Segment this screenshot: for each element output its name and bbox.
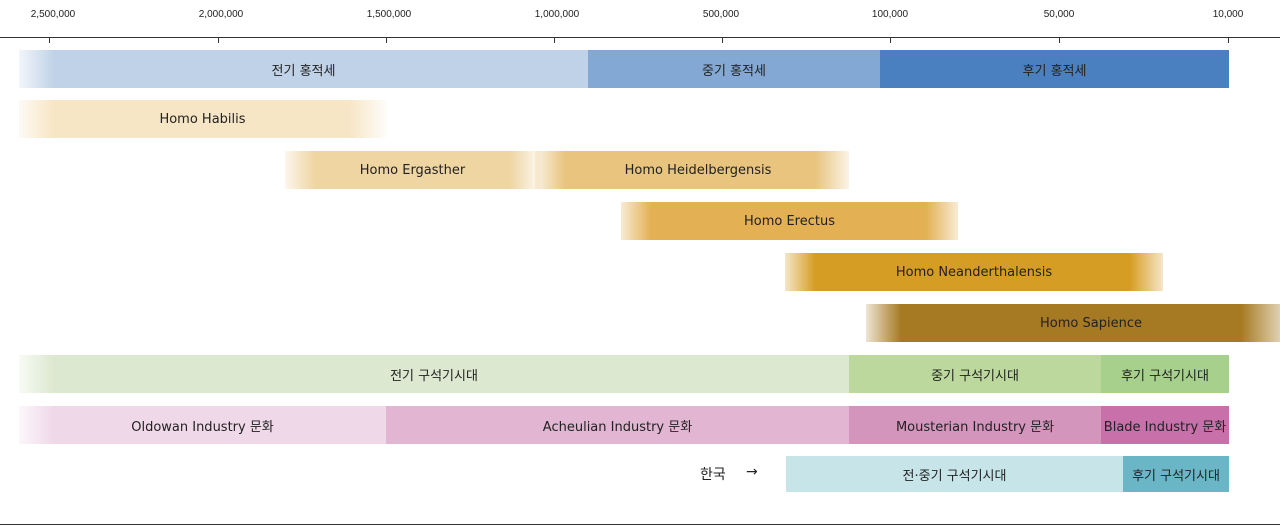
axis-tick (386, 37, 387, 43)
axis-tick-label: 2,000,000 (198, 9, 244, 20)
species-bar-sapience: Homo Sapience (866, 304, 1280, 342)
species-bar-habilis: Homo Habilis (19, 100, 386, 138)
epoch-late-pleistocene: 후기 홍적세 (880, 50, 1229, 88)
axis-tick (218, 37, 219, 43)
axis-tick-label: 500,000 (702, 9, 740, 20)
paleolithic-upper: 후기 구석기시대 (1101, 355, 1229, 393)
paleolithic-middle: 중기 구석기시대 (849, 355, 1101, 393)
species-label-erectus: Homo Erectus (743, 213, 835, 229)
korea-early-middle-label: 전·중기 구석기시대 (902, 468, 1007, 484)
species-bar-ergaster: Homo Ergasther (285, 151, 540, 189)
axis-tick (554, 37, 555, 43)
axis-tick-label: 50,000 (1043, 9, 1075, 20)
bottom-border (0, 524, 1280, 525)
paleolithic-lower: 전기 구석기시대 (19, 355, 849, 393)
industry-mousterian: Mousterian Industry 문화 (849, 406, 1101, 444)
industry-mousterian-label: Mousterian Industry 문화 (895, 419, 1055, 435)
epoch-middle-pleistocene: 중기 홍적세 (588, 50, 880, 88)
epoch-middle-label: 중기 홍적세 (702, 63, 766, 79)
axis-tick (1059, 37, 1060, 43)
species-label-habilis: Homo Habilis (159, 111, 246, 127)
korea-label: 한국 (700, 467, 726, 483)
industry-blade: Blade Industry 문화 (1101, 406, 1229, 444)
paleolithic-upper-label: 후기 구석기시대 (1121, 368, 1209, 384)
axis-tick-label: 2,500,000 (30, 9, 76, 20)
species-bar-erectus: Homo Erectus (621, 202, 958, 240)
timeline-axis (0, 37, 1280, 38)
epoch-early-pleistocene: 전기 홍적세 (19, 50, 588, 88)
industry-oldowan: Oldowan Industry 문화 (19, 406, 386, 444)
axis-tick (49, 37, 50, 43)
axis-tick-label: 1,000,000 (534, 9, 580, 20)
industry-blade-label: Blade Industry 문화 (1103, 419, 1227, 435)
industry-acheulian: Acheulian Industry 문화 (386, 406, 849, 444)
species-label-ergaster: Homo Ergasther (359, 162, 466, 178)
axis-tick (890, 37, 891, 43)
species-bar-neanderthalensis: Homo Neanderthalensis (785, 253, 1163, 291)
epoch-late-label: 후기 홍적세 (1022, 63, 1087, 79)
korea-late-paleolithic: 후기 구석기시대 (1123, 456, 1229, 492)
species-bar-heidelbergensis: Homo Heidelbergensis (535, 151, 849, 189)
species-label-neanderthalensis: Homo Neanderthalensis (895, 264, 1053, 280)
industry-acheulian-label: Acheulian Industry 문화 (542, 419, 693, 435)
epoch-early-label: 전기 홍적세 (271, 63, 336, 79)
axis-tick-label: 10,000 (1212, 9, 1244, 20)
korea-late-label: 후기 구석기시대 (1132, 468, 1220, 484)
species-label-sapience: Homo Sapience (1040, 315, 1142, 331)
arrow-right-icon: → (746, 464, 758, 480)
species-label-heidelbergensis: Homo Heidelbergensis (624, 162, 772, 178)
axis-tick-label: 1,500,000 (366, 9, 412, 20)
industry-oldowan-label: Oldowan Industry 문화 (131, 419, 274, 435)
paleolithic-lower-label: 전기 구석기시대 (390, 368, 478, 384)
axis-tick-label: 100,000 (871, 9, 909, 20)
axis-tick (722, 37, 723, 43)
paleolithic-middle-label: 중기 구석기시대 (931, 368, 1019, 384)
korea-early-middle-paleolithic: 전·중기 구석기시대 (786, 456, 1123, 492)
axis-tick (1228, 37, 1229, 43)
